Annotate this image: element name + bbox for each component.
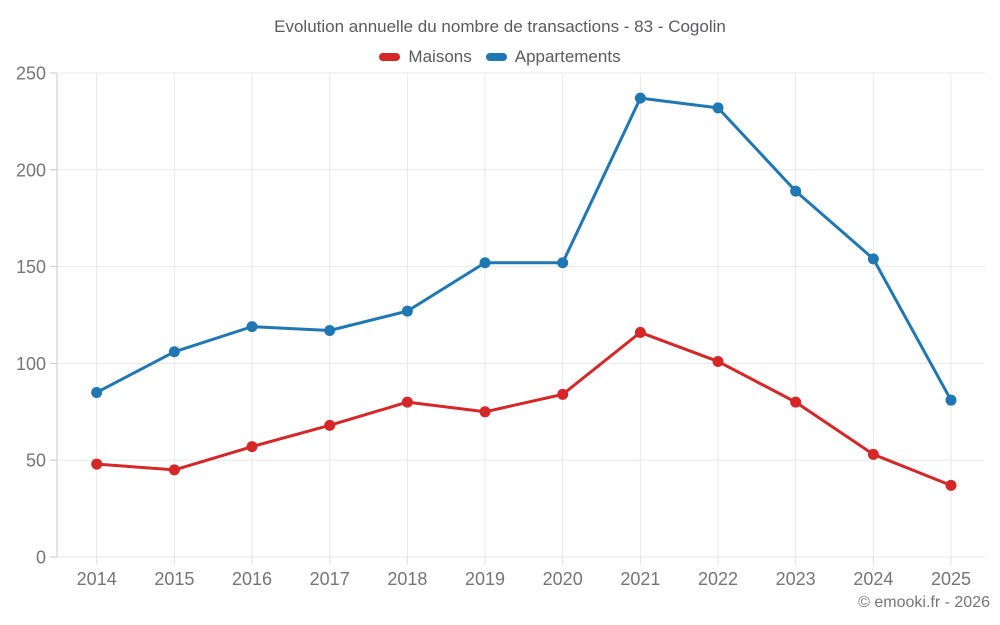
data-point-appartements-2025 bbox=[945, 394, 957, 406]
x-tick-label: 2017 bbox=[310, 569, 350, 589]
y-tick-label: 200 bbox=[16, 160, 46, 180]
legend-swatch-maisons bbox=[379, 53, 401, 61]
data-point-appartements-2015 bbox=[168, 346, 180, 358]
data-point-maisons-2025 bbox=[945, 479, 957, 491]
data-point-maisons-2018 bbox=[401, 396, 413, 408]
data-point-maisons-2022 bbox=[712, 355, 724, 367]
data-point-maisons-2014 bbox=[91, 458, 103, 470]
data-point-maisons-2016 bbox=[246, 441, 258, 453]
y-tick-label: 150 bbox=[16, 257, 46, 277]
series-line-maisons bbox=[95, 330, 953, 487]
x-tick-label: 2024 bbox=[853, 569, 893, 589]
legend-label-maisons: Maisons bbox=[408, 47, 472, 66]
data-point-maisons-2019 bbox=[479, 406, 491, 418]
data-point-appartements-2018 bbox=[401, 305, 413, 317]
data-point-appartements-2024 bbox=[867, 253, 879, 265]
y-tick-label: 50 bbox=[26, 451, 46, 471]
data-point-appartements-2017 bbox=[324, 324, 336, 336]
data-point-maisons-2021 bbox=[634, 326, 646, 338]
x-tick-label: 2021 bbox=[620, 569, 660, 589]
y-tick-label: 250 bbox=[16, 64, 46, 84]
x-tick-label: 2019 bbox=[465, 569, 505, 589]
data-point-appartements-2020 bbox=[557, 257, 569, 269]
data-point-maisons-2017 bbox=[324, 419, 336, 431]
data-point-appartements-2023 bbox=[790, 185, 802, 197]
data-point-appartements-2019 bbox=[479, 257, 491, 269]
data-point-maisons-2023 bbox=[790, 396, 802, 408]
legend-item-maisons[interactable]: Maisons bbox=[379, 47, 472, 67]
legend-label-appartements: Appartements bbox=[514, 47, 621, 66]
x-tick-label: 2022 bbox=[698, 569, 738, 589]
data-point-appartements-2022 bbox=[712, 102, 724, 114]
x-tick-label: 2015 bbox=[154, 569, 194, 589]
x-tick-label: 2025 bbox=[931, 569, 971, 589]
copyright-label: © emooki.fr - 2026 bbox=[858, 594, 990, 611]
data-point-maisons-2015 bbox=[168, 464, 180, 476]
y-tick-label: 100 bbox=[16, 354, 46, 374]
x-tick-label: 2023 bbox=[776, 569, 816, 589]
data-point-appartements-2016 bbox=[246, 321, 258, 333]
x-tick-label: 2014 bbox=[77, 569, 117, 589]
data-point-appartements-2021 bbox=[634, 92, 646, 104]
chart-legend: Maisons Appartements bbox=[0, 46, 1000, 68]
series-line-appartements bbox=[95, 96, 953, 402]
y-tick-label: 0 bbox=[36, 548, 46, 568]
data-point-maisons-2020 bbox=[557, 388, 569, 400]
chart-title: Evolution annuelle du nombre de transact… bbox=[274, 17, 726, 36]
legend-swatch-appartements bbox=[485, 53, 507, 61]
legend-item-appartements[interactable]: Appartements bbox=[485, 47, 621, 67]
data-point-appartements-2014 bbox=[91, 386, 103, 398]
x-tick-label: 2018 bbox=[387, 569, 427, 589]
x-tick-label: 2016 bbox=[232, 569, 272, 589]
x-tick-label: 2020 bbox=[543, 569, 583, 589]
data-point-maisons-2024 bbox=[867, 448, 879, 460]
